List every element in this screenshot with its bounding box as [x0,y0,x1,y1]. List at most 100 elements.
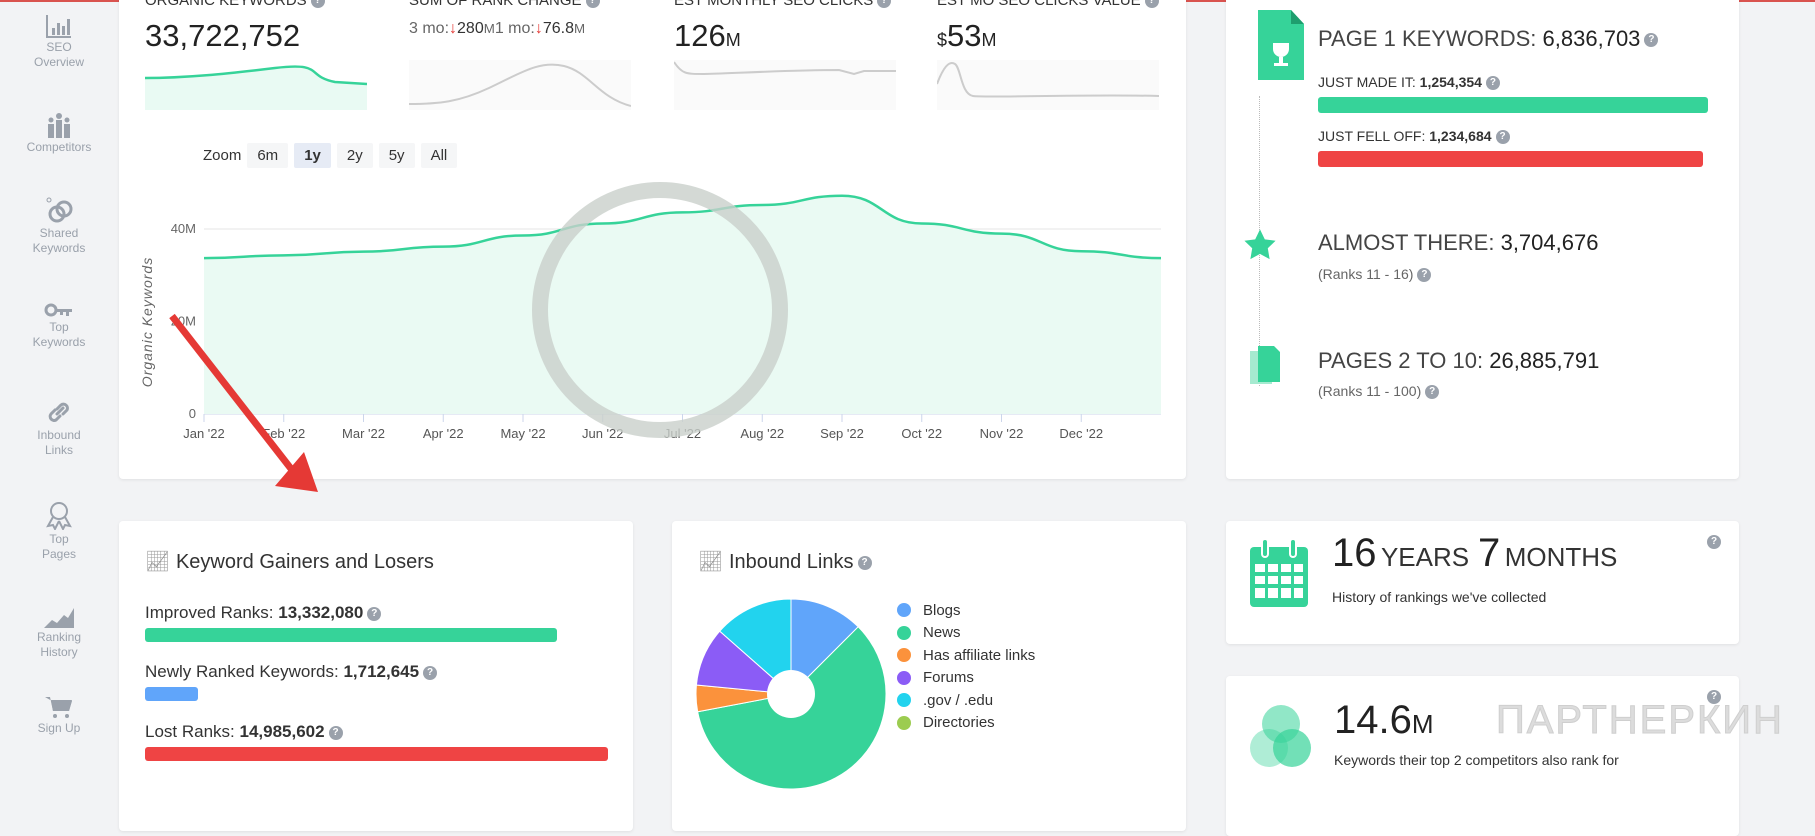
sidebar-item-seo-overview[interactable]: SEO Overview [0,14,118,70]
legend-news[interactable]: News [897,622,1035,645]
x-tick-label: Dec '22 [1059,426,1103,441]
watermark-text: ПАРТНЕРКИН [1496,698,1784,743]
zoom-5y-button[interactable]: 5y [378,143,415,168]
x-tick-label: Jan '22 [183,426,225,441]
x-tick-label: Jun '22 [582,426,624,441]
just-made-it-bar [1318,97,1708,113]
sidebar-item-sign-up[interactable]: Sign Up [0,695,118,736]
sidebar-item-inbound-links[interactable]: Inbound Links [0,398,118,458]
legend-affiliate[interactable]: Has affiliate links [897,644,1035,667]
pie-slice [790,599,859,696]
pie-hole [767,670,815,718]
chart-area [204,195,1161,414]
almost-there-ranks: (Ranks 11 - 16)? [1318,266,1432,283]
rank-change-values: 3 mo:↓280M1 mo:↓76.8M [409,20,586,37]
zoom-label: Zoom [203,147,242,164]
legend-blogs[interactable]: Blogs [897,599,1035,622]
star-icon [1244,229,1276,260]
ranking-history-card: 16 YEARS 7 MONTHS History of rankings we… [1226,521,1739,644]
link-icon [48,402,69,422]
pages-2-to-10: PAGES 2 TO 10: 26,885,791 [1318,348,1600,373]
sidebar: SEO Overview Competitors Shared Keywords… [0,0,118,818]
ribbon-icon [46,502,72,530]
pie-legend: Blogs News Has affiliate links Forums .g… [897,599,1035,734]
history-description: History of rankings we've collected [1332,589,1547,605]
x-tick-label: Oct '22 [901,426,942,441]
inbound-links-pie [696,599,886,789]
x-tick-label: Nov '22 [980,426,1024,441]
down-arrow-icon: ↓ [449,20,458,37]
podium-icon [48,113,70,138]
gainers-title: 📈︎ Keyword Gainers and Losers [145,551,434,573]
shared-keywords-card: ПАРТНЕРКИН 14.6M Keywords their top 2 co… [1226,676,1782,836]
help-icon[interactable]: ? [1485,76,1500,91]
help-icon[interactable]: ? [1644,33,1659,48]
monthly-clicks-title: EST MONTHLY SEO CLICKS? [674,0,892,9]
organic-keywords-value: 33,722,752 [145,18,301,53]
lost-ranks-label: Lost Ranks: 14,985,602? [145,722,343,742]
keyword-positions-card: PAGE 1 KEYWORDS: 6,836,703? JUST MADE IT… [1226,0,1739,479]
keyword-gainers-card: 📈︎ Keyword Gainers and Losers Improved R… [119,521,633,831]
zoom-2y-button[interactable]: 2y [336,143,373,168]
zoom-6m-button[interactable]: 6m [247,143,289,168]
legend-directories[interactable]: Directories [897,712,1035,735]
y-tick-label: 0 [189,406,196,421]
organic-keywords-sparkline [145,65,367,110]
zoom-all-button[interactable]: All [420,143,458,168]
sidebar-item-top-pages[interactable]: Top Pages [0,500,118,562]
clicks-value-title: EST MO SEO CLICKS VALUE? [937,0,1159,9]
pages-2-to-10-ranks: (Ranks 11 - 100)? [1318,383,1440,400]
help-icon[interactable]: ? [328,725,343,740]
help-icon[interactable]: ? [877,0,892,9]
y-tick-label: 40M [171,221,196,236]
trophy-document-icon [1258,10,1304,80]
area-chart-icon [44,608,74,628]
legend-gov-edu[interactable]: .gov / .edu [897,689,1035,712]
watermark-logo [532,182,788,438]
help-icon[interactable]: ? [1495,130,1510,145]
help-icon[interactable]: ? [1417,268,1432,283]
clicks-value-value: $53M [937,18,997,53]
zoom-1y-button[interactable]: 1y [294,143,331,168]
monthly-clicks-value: 126M [674,18,741,53]
x-tick-label: May '22 [500,426,545,441]
shared-keywords-description: Keywords their top 2 competitors also ra… [1334,752,1619,768]
just-made-it-label: JUST MADE IT: 1,254,354? [1318,74,1500,91]
venn-icon [1250,705,1311,767]
history-duration: 16 YEARS 7 MONTHS [1332,531,1618,575]
sidebar-item-competitors[interactable]: Competitors [0,112,118,155]
bar-chart-icon [46,15,71,38]
legend-forums[interactable]: Forums [897,667,1035,690]
just-fell-off-bar [1318,151,1703,167]
x-tick-label: Sep '22 [820,426,864,441]
lost-ranks-bar [145,747,608,761]
help-icon[interactable]: ? [1425,385,1440,400]
sidebar-item-top-keywords[interactable]: Top Keywords [0,302,118,350]
trend-chart-icon: 📈︎ [145,551,171,573]
x-tick-label: Feb '22 [262,426,305,441]
help-icon[interactable]: ? [1707,535,1721,549]
x-tick-label: Aug '22 [740,426,784,441]
organic-keywords-chart: 0 20M 40M Organic Keywords Jan '22 Feb '22 Mar… [139,182,1162,441]
help-icon[interactable]: ? [1144,0,1159,9]
help-icon[interactable]: ? [585,0,600,9]
help-icon[interactable]: ? [1707,690,1721,704]
key-icon [44,303,72,317]
help-icon[interactable]: ? [367,606,382,621]
pages-icon [1250,346,1280,384]
rank-change-title: SUM OF RANK CHANGE? [409,0,600,9]
inbound-links-title: 📈︎ Inbound Links? [698,549,872,574]
just-fell-off-label: JUST FELL OFF: 1,234,684? [1318,128,1510,145]
help-icon[interactable]: ? [310,0,325,9]
shared-keywords-value: 14.6M [1334,698,1434,742]
sidebar-item-shared-keywords[interactable]: Shared Keywords [0,196,118,256]
y-tick-label: 20M [171,314,196,329]
pie-slice [719,599,792,696]
help-icon[interactable]: ? [423,665,438,680]
monthly-clicks-sparkline [674,60,896,110]
sidebar-item-ranking-history[interactable]: Ranking History [0,604,118,660]
improved-ranks-label: Improved Ranks: 13,332,080? [145,603,382,623]
zoom-controls: Zoom 6m 1y 2y 5y All [203,143,458,168]
x-tick-label: Mar '22 [342,426,385,441]
help-icon[interactable]: ? [857,555,872,570]
